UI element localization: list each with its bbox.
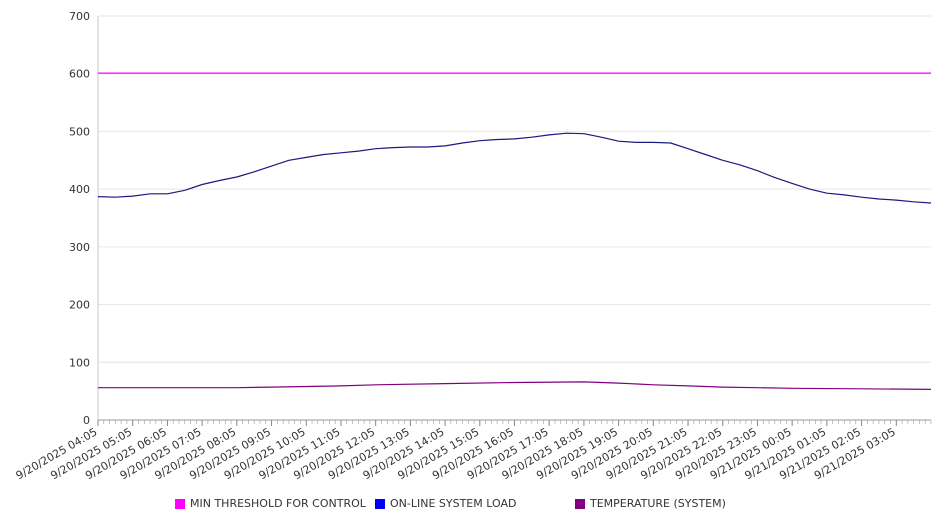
- y-tick-label: 200: [69, 299, 90, 312]
- y-tick-label: 700: [69, 10, 90, 23]
- legend-label-min-threshold: MIN THRESHOLD FOR CONTROL: [190, 497, 366, 510]
- y-tick-labels: 0 100 200 300 400 500 600 700: [69, 10, 90, 427]
- axes: [97, 16, 932, 426]
- legend-swatch-system-load: [375, 498, 385, 509]
- legend-swatch-min-threshold: [175, 498, 185, 509]
- y-tick-label: 600: [69, 68, 90, 81]
- legend-item-min-threshold: MIN THRESHOLD FOR CONTROL: [175, 497, 366, 510]
- y-tick-label: 300: [69, 241, 90, 254]
- series-temperature-line: [98, 381, 932, 390]
- y-tick-label: 0: [83, 414, 90, 427]
- legend-item-temperature: TEMPERATURE (SYSTEM): [575, 497, 726, 510]
- series-lines: [97, 72, 932, 390]
- y-tick-label: 500: [69, 125, 90, 138]
- series-system-load-line: [97, 132, 932, 204]
- y-tick-label: 100: [69, 356, 90, 369]
- legend-swatch-temperature: [575, 498, 585, 509]
- legend-label-temperature: TEMPERATURE (SYSTEM): [590, 497, 726, 510]
- x-tick-labels: 9/20/2025 04:059/20/2025 05:059/20/2025 …: [14, 425, 898, 482]
- legend-label-system-load: ON-LINE SYSTEM LOAD: [390, 497, 517, 510]
- grid-lines: [98, 15, 931, 363]
- legend-item-system-load: ON-LINE SYSTEM LOAD: [375, 497, 516, 510]
- legend: MIN THRESHOLD FOR CONTROL ON-LINE SYSTEM…: [0, 497, 946, 517]
- y-tick-label: 400: [69, 183, 90, 196]
